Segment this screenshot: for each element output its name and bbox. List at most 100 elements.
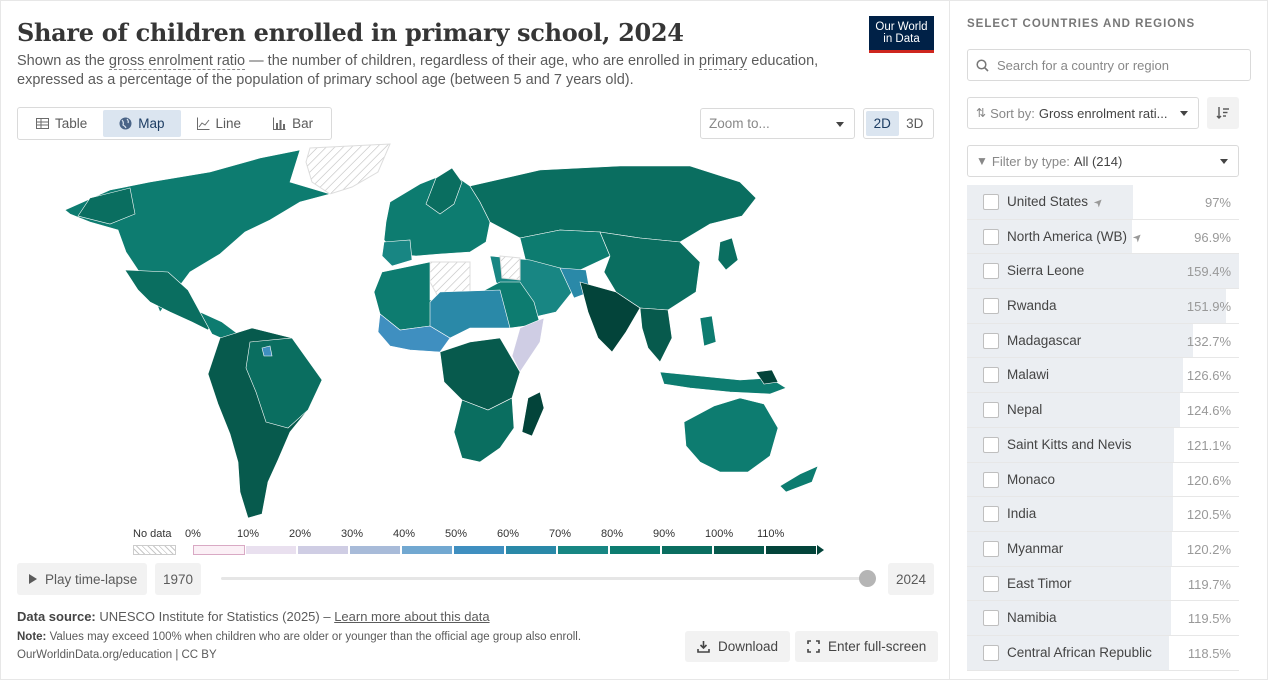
- region-japan[interactable]: [717, 237, 739, 271]
- country-row[interactable]: Rwanda 151.9%: [967, 289, 1239, 324]
- country-name-text: Myanmar: [1007, 540, 1064, 556]
- legend-bin[interactable]: [245, 545, 297, 555]
- region-sahel[interactable]: [429, 289, 511, 339]
- value-bar: [967, 427, 1174, 462]
- legend-tick-label: 70%: [549, 528, 572, 540]
- country-checkbox[interactable]: [983, 436, 999, 453]
- toggle-2d[interactable]: 2D: [866, 111, 899, 136]
- region-philippines[interactable]: [699, 315, 717, 347]
- country-checkbox[interactable]: [983, 610, 999, 627]
- country-row[interactable]: Namibia 119.5%: [967, 601, 1239, 636]
- gross-enrolment-ratio-link[interactable]: gross enrolment ratio: [108, 53, 246, 70]
- end-year-label[interactable]: 2024: [888, 563, 934, 595]
- region-mexico[interactable]: [124, 269, 215, 331]
- region-indonesia[interactable]: [659, 371, 787, 395]
- country-checkbox[interactable]: [983, 332, 999, 349]
- tab-bar[interactable]: Bar: [257, 110, 329, 137]
- region-brazil[interactable]: [245, 337, 323, 429]
- zoom-select[interactable]: Zoom to...: [700, 108, 855, 139]
- fullscreen-button[interactable]: Enter full-screen: [795, 631, 939, 662]
- region-guiana[interactable]: [261, 345, 273, 357]
- country-checkbox[interactable]: [983, 263, 999, 280]
- legend-bin[interactable]: [193, 545, 245, 555]
- legend-bin[interactable]: [661, 545, 713, 555]
- owid-logo[interactable]: Our World in Data: [869, 16, 934, 53]
- country-row[interactable]: Nepal 124.6%: [967, 393, 1239, 428]
- region-libya[interactable]: [499, 255, 521, 281]
- country-row[interactable]: East Timor 119.7%: [967, 566, 1239, 602]
- region-alaska[interactable]: [77, 187, 136, 225]
- country-row[interactable]: India 120.5%: [967, 497, 1239, 532]
- country-checkbox[interactable]: [983, 298, 999, 315]
- legend-bin[interactable]: [401, 545, 453, 555]
- region-australia[interactable]: [683, 397, 779, 473]
- region-central-africa[interactable]: [439, 337, 521, 411]
- country-name-text: Namibia: [1007, 610, 1057, 626]
- timeline-track[interactable]: [221, 577, 869, 580]
- country-checkbox[interactable]: [983, 644, 999, 661]
- country-checkbox[interactable]: [983, 194, 999, 210]
- country-checkbox[interactable]: [983, 506, 999, 523]
- timeline-handle[interactable]: [859, 570, 876, 587]
- value-bar: [967, 566, 1172, 601]
- region-new-zealand[interactable]: [779, 465, 819, 493]
- country-row[interactable]: Sierra Leone 159.4%: [967, 254, 1239, 290]
- region-russia[interactable]: [469, 165, 757, 243]
- legend-bin[interactable]: [557, 545, 609, 555]
- legend-bin[interactable]: [349, 545, 401, 555]
- country-checkbox[interactable]: [983, 228, 999, 245]
- play-timelapse-button[interactable]: Play time-lapse: [17, 563, 147, 595]
- country-row[interactable]: United States ➤ 97%: [967, 185, 1239, 220]
- learn-more-link[interactable]: Learn more about this data: [334, 609, 490, 624]
- filter-select[interactable]: ▼ Filter by type: All (214): [967, 145, 1239, 177]
- sort-direction-button[interactable]: [1207, 97, 1239, 129]
- legend-bin[interactable]: [713, 545, 765, 555]
- region-scandinavia[interactable]: [425, 167, 463, 215]
- tab-table[interactable]: Table: [20, 110, 103, 137]
- region-southeast-asia[interactable]: [639, 307, 673, 363]
- toggle-3d[interactable]: 3D: [906, 116, 924, 131]
- region-madagascar[interactable]: [521, 391, 545, 437]
- world-map[interactable]: [0, 142, 950, 522]
- legend-tick-label: 90%: [653, 528, 676, 540]
- search-icon: [976, 58, 989, 72]
- legend-no-data-swatch[interactable]: [133, 545, 176, 555]
- legend-bin[interactable]: [453, 545, 505, 555]
- country-row[interactable]: Central African Republic 118.5%: [967, 635, 1239, 671]
- region-east-timor[interactable]: [755, 369, 779, 385]
- download-button[interactable]: Download: [685, 631, 791, 662]
- primary-link[interactable]: primary: [698, 53, 748, 70]
- region-horn-of-africa[interactable]: [511, 317, 545, 373]
- region-iberia[interactable]: [381, 239, 413, 267]
- country-search-input[interactable]: Search for a country or region: [967, 49, 1251, 81]
- start-year-label[interactable]: 1970: [155, 563, 201, 595]
- country-row[interactable]: Madagascar 132.7%: [967, 323, 1239, 359]
- country-row[interactable]: Myanmar 120.2%: [967, 531, 1239, 567]
- country-checkbox[interactable]: [983, 575, 999, 592]
- region-india[interactable]: [579, 281, 641, 353]
- sort-select[interactable]: ⇅ Sort by: Gross enrolment rati...: [967, 97, 1199, 129]
- tab-line[interactable]: Line: [181, 110, 258, 137]
- legend-bin[interactable]: [505, 545, 557, 555]
- legend-bin[interactable]: [297, 545, 349, 555]
- value-bar: [967, 358, 1184, 393]
- country-checkbox[interactable]: [983, 367, 999, 384]
- country-row[interactable]: Malawi 126.6%: [967, 358, 1239, 394]
- country-value: 132.7%: [1186, 333, 1231, 349]
- country-checkbox[interactable]: [983, 540, 999, 557]
- country-row[interactable]: Saint Kitts and Nevis 121.1%: [967, 427, 1239, 463]
- legend-bin[interactable]: [609, 545, 661, 555]
- legend-bin[interactable]: [765, 545, 817, 555]
- region-southern-africa[interactable]: [453, 397, 515, 463]
- citation[interactable]: OurWorldinData.org/education | CC BY: [17, 649, 217, 661]
- region-north-america[interactable]: [64, 149, 332, 313]
- country-name: India: [1007, 506, 1036, 521]
- country-value: 124.6%: [1186, 403, 1231, 419]
- country-checkbox[interactable]: [983, 471, 999, 488]
- value-bar: [967, 393, 1180, 427]
- country-row[interactable]: Monaco 120.6%: [967, 462, 1239, 498]
- region-greenland[interactable]: [305, 143, 391, 195]
- country-checkbox[interactable]: [983, 402, 999, 419]
- tab-map[interactable]: Map: [103, 110, 181, 137]
- country-row[interactable]: North America (WB) ➤ 96.9%: [967, 219, 1239, 255]
